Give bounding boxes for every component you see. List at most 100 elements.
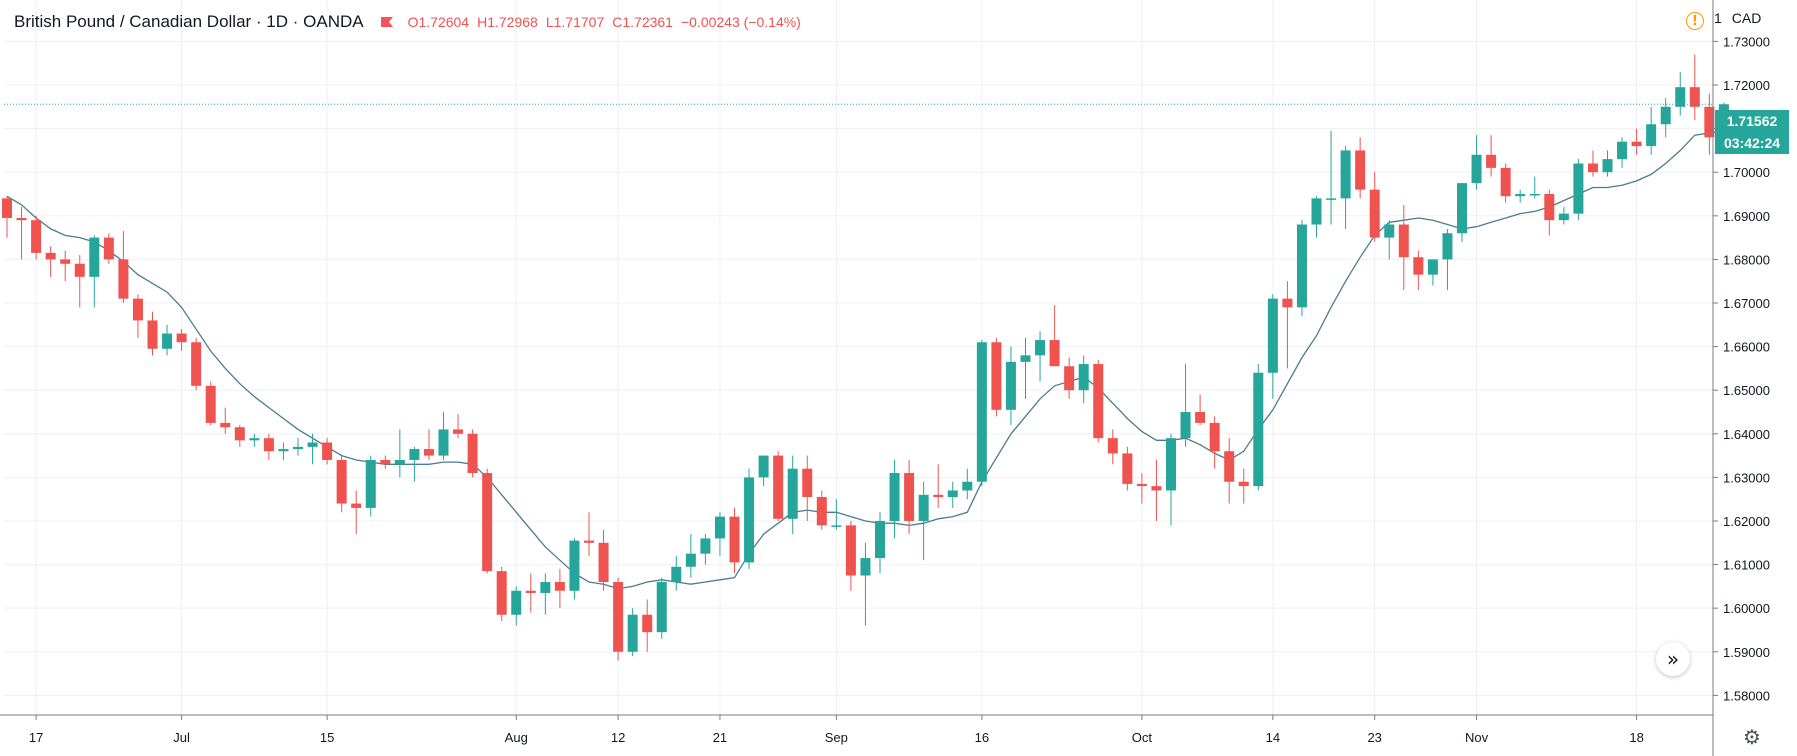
candle-up bbox=[1515, 189, 1526, 203]
candle-down bbox=[220, 407, 231, 434]
candle-body bbox=[1369, 189, 1380, 238]
candle-down bbox=[45, 246, 56, 277]
warning-icon[interactable]: ! bbox=[1686, 12, 1704, 30]
candle-up bbox=[1035, 331, 1046, 382]
candle-body bbox=[1486, 154, 1497, 168]
candle-down bbox=[423, 429, 434, 460]
candle-body bbox=[1267, 298, 1278, 373]
candle-body bbox=[220, 422, 231, 428]
candle-down bbox=[1544, 189, 1555, 236]
candle-up bbox=[1457, 183, 1467, 242]
candle-body bbox=[147, 320, 158, 349]
candle-down bbox=[1631, 128, 1642, 155]
candle-body bbox=[1122, 453, 1133, 484]
candle-up bbox=[365, 455, 376, 517]
candle-body bbox=[1035, 340, 1046, 356]
candle-body bbox=[554, 582, 565, 591]
candle-body bbox=[307, 442, 318, 447]
candle-body bbox=[1296, 224, 1307, 308]
candle-down bbox=[554, 568, 565, 609]
gear-icon[interactable]: ⚙ bbox=[1743, 725, 1761, 749]
candle-body bbox=[453, 429, 464, 434]
candle-up bbox=[976, 340, 987, 487]
candle-up bbox=[1253, 364, 1264, 491]
x-tick-label: Nov bbox=[1465, 730, 1489, 745]
candle-body bbox=[584, 540, 594, 543]
scale-multiplier: 1 bbox=[1714, 10, 1722, 26]
candle-down bbox=[482, 468, 493, 574]
symbol-title[interactable]: British Pound / Canadian Dollar · 1D · O… bbox=[14, 12, 364, 31]
candle-body bbox=[1631, 141, 1642, 147]
y-tick-label: 1.67000 bbox=[1723, 296, 1770, 311]
candle-body bbox=[1020, 355, 1031, 362]
candle-body bbox=[409, 449, 420, 460]
candle-down bbox=[1282, 281, 1293, 369]
time-axis[interactable]: 17 Jul 15 Aug 12 21 Sep 16 Oct 14 23 Nov 18 bbox=[0, 714, 1713, 745]
candle-up bbox=[1529, 176, 1540, 199]
candle-up bbox=[714, 512, 725, 556]
candle-body bbox=[1253, 372, 1264, 487]
candle-body bbox=[1340, 150, 1351, 199]
x-tick-label: 12 bbox=[611, 730, 625, 745]
candle-body bbox=[904, 473, 915, 521]
candle-down bbox=[1224, 438, 1235, 504]
candle-down bbox=[1500, 163, 1511, 203]
currency-code: CAD bbox=[1731, 10, 1762, 26]
chart-header: British Pound / Canadian Dollar · 1D · O… bbox=[14, 12, 801, 31]
candle-body bbox=[103, 237, 114, 260]
candle-up bbox=[1427, 259, 1438, 286]
candle-body bbox=[540, 582, 551, 593]
candle-down bbox=[191, 337, 202, 391]
candle-up bbox=[875, 512, 885, 574]
y-tick-label: 1.66000 bbox=[1723, 340, 1770, 355]
candle-down bbox=[176, 329, 187, 351]
price-axis[interactable]: 1.730001.720001.710001.700001.690001.680… bbox=[1712, 0, 1770, 756]
candle-down bbox=[1689, 54, 1700, 120]
candle-down bbox=[1587, 150, 1598, 177]
candle-body bbox=[1413, 257, 1424, 275]
candle-body bbox=[1602, 159, 1613, 173]
candle-body bbox=[569, 540, 580, 591]
candle-body bbox=[642, 614, 653, 633]
candle-body bbox=[685, 553, 696, 567]
candle-up bbox=[1311, 196, 1322, 238]
scroll-right-icon[interactable]: » bbox=[1656, 642, 1690, 676]
x-tick-label: Aug bbox=[505, 730, 528, 745]
candle-down bbox=[525, 573, 536, 613]
candle-body bbox=[1326, 198, 1337, 200]
candle-down bbox=[74, 255, 85, 308]
candle-body bbox=[1398, 224, 1409, 258]
candle-up bbox=[307, 433, 318, 465]
candle-down bbox=[1093, 359, 1104, 443]
candle-up bbox=[409, 446, 420, 482]
candle-body bbox=[1573, 163, 1584, 214]
candle-body bbox=[1384, 224, 1395, 238]
candle-body bbox=[1107, 438, 1118, 454]
moving-average-line bbox=[6, 130, 1724, 590]
candle-body bbox=[1515, 194, 1526, 197]
candle-down bbox=[103, 233, 114, 264]
candle-body bbox=[671, 566, 682, 583]
candle-body bbox=[45, 252, 56, 260]
candle-down bbox=[60, 250, 71, 282]
flag-icon[interactable] bbox=[380, 16, 394, 28]
x-tick-label: 18 bbox=[1629, 730, 1643, 745]
candle-body bbox=[60, 259, 71, 264]
candle-body bbox=[1005, 361, 1016, 410]
candle-body bbox=[875, 520, 885, 559]
x-tick-label: Oct bbox=[1132, 730, 1153, 745]
candle-body bbox=[1093, 364, 1104, 439]
grid-lines bbox=[4, 0, 1713, 715]
candle-body bbox=[700, 538, 711, 554]
candle-up bbox=[162, 324, 173, 356]
candle-down bbox=[1049, 305, 1060, 367]
candle-up bbox=[744, 468, 755, 569]
candle-body bbox=[351, 503, 362, 508]
x-tick-label: Sep bbox=[825, 730, 848, 745]
candle-down bbox=[1122, 446, 1133, 491]
candle-body bbox=[249, 438, 260, 441]
candle-down bbox=[2, 196, 12, 238]
candle-body bbox=[74, 263, 85, 277]
currency-label[interactable]: 1 CAD bbox=[1714, 10, 1771, 26]
